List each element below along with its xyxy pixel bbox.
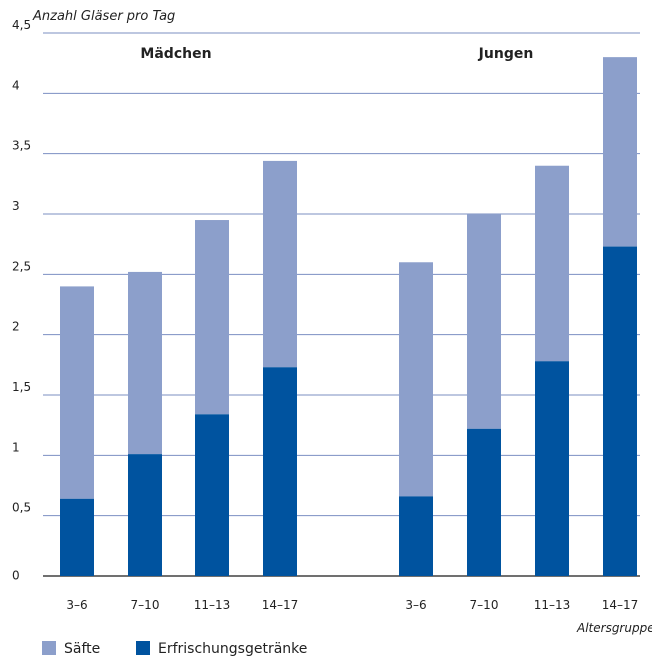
bar-erfrischungsgetraenke [603,246,637,576]
legend-swatch-saefte [42,641,56,655]
bars-layer [60,57,637,576]
labels-layer: 0 0,5 1 1,5 2 2,5 3 3,5 4 4,5 3–6 7–10 11–13 14–17 3–6… [12,18,638,612]
y-tick-label: 0 [12,569,20,583]
bar-saefte [195,220,229,415]
bar-erfrischungsgetraenke [263,367,297,576]
x-axis-label: Altersgruppe [576,621,652,635]
bar-saefte [263,160,297,368]
bar-erfrischungsgetraenke [535,361,569,576]
group-title-maedchen: Mädchen [140,46,211,62]
y-tick-label: 3,5 [12,139,31,153]
x-tick-label: 14–17 [262,598,299,612]
y-tick-label: 2 [12,320,20,334]
bar-saefte [535,165,569,362]
y-tick-label: 4 [12,78,20,92]
x-tick-label: 7–10 [131,598,160,612]
x-tick-label: 14–17 [602,598,639,612]
bar-saefte [467,214,501,429]
group-title-jungen: Jungen [478,46,534,62]
bar-saefte [399,262,433,497]
y-tick-label: 1,5 [12,380,31,394]
y-tick-label: 0,5 [12,501,31,515]
legend-label-erfrischung: Erfrischungsgetränke [158,641,307,657]
y-axis-label: Anzahl Gläser pro Tag [32,9,175,24]
bar-erfrischungsgetraenke [195,414,229,576]
y-tick-label: 3 [12,199,20,213]
bar-erfrischungsgetraenke [399,496,433,576]
x-tick-label: 11–13 [194,598,231,612]
bar-saefte [60,286,94,499]
y-tick-label: 1 [12,440,20,454]
x-tick-label: 3–6 [405,598,426,612]
legend: Säfte Erfrischungsgetränke [42,641,307,657]
legend-label-saefte: Säfte [64,641,100,657]
bar-erfrischungsgetraenke [467,428,501,576]
y-tick-label: 4,5 [12,18,31,32]
bar-saefte [128,271,162,455]
x-tick-label: 7–10 [470,598,499,612]
x-tick-label: 3–6 [66,598,87,612]
bar-erfrischungsgetraenke [128,454,162,576]
legend-swatch-erfrischung [136,641,150,655]
y-tick-label: 2,5 [12,259,31,273]
bar-erfrischungsgetraenke [60,498,94,576]
x-tick-label: 11–13 [534,598,571,612]
bar-saefte [603,57,637,247]
